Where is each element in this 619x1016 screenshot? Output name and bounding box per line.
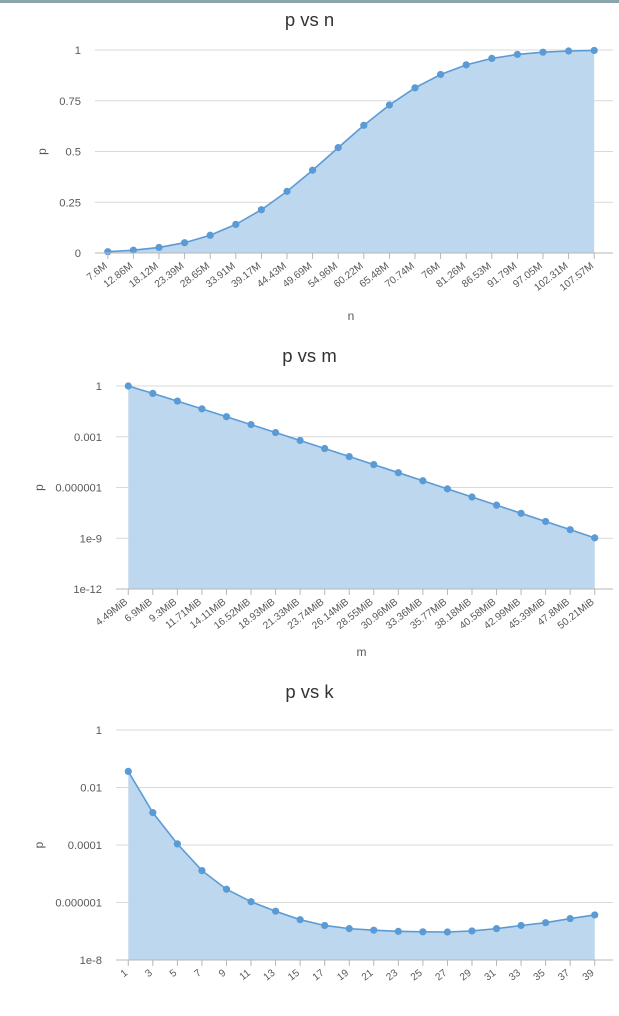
svg-text:p vs m: p vs m — [282, 345, 336, 366]
svg-text:0.0001: 0.0001 — [68, 840, 102, 852]
svg-text:1e-12: 1e-12 — [73, 584, 102, 596]
svg-text:0.75: 0.75 — [59, 96, 81, 108]
svg-text:0: 0 — [75, 248, 81, 260]
svg-text:35: 35 — [532, 967, 548, 983]
svg-text:1: 1 — [75, 45, 81, 57]
svg-text:m: m — [357, 645, 367, 659]
svg-text:p: p — [35, 148, 49, 155]
svg-text:29: 29 — [458, 967, 474, 983]
svg-text:13: 13 — [262, 967, 278, 983]
svg-text:25: 25 — [409, 967, 425, 983]
svg-text:1: 1 — [119, 967, 131, 979]
svg-text:p: p — [32, 841, 46, 848]
svg-text:7: 7 — [193, 967, 205, 979]
svg-text:21: 21 — [360, 967, 376, 983]
svg-text:39: 39 — [581, 967, 597, 983]
svg-text:0.001: 0.001 — [74, 432, 102, 444]
svg-text:70.74M: 70.74M — [383, 261, 417, 291]
svg-text:0.5: 0.5 — [65, 147, 81, 159]
svg-text:31: 31 — [483, 967, 499, 983]
svg-text:33: 33 — [507, 967, 523, 983]
svg-text:27: 27 — [434, 967, 450, 983]
svg-text:11: 11 — [238, 967, 253, 982]
svg-text:p vs k: p vs k — [285, 681, 334, 702]
svg-text:0.01: 0.01 — [80, 783, 102, 795]
svg-text:17: 17 — [311, 967, 327, 983]
svg-text:n: n — [348, 309, 355, 323]
svg-text:1: 1 — [96, 381, 102, 393]
svg-text:9: 9 — [217, 967, 229, 979]
svg-text:23: 23 — [384, 967, 400, 983]
svg-text:4.49MiB: 4.49MiB — [94, 597, 130, 629]
svg-text:0.000001: 0.000001 — [55, 898, 102, 910]
svg-text:0.000001: 0.000001 — [55, 483, 102, 495]
svg-text:p: p — [32, 484, 46, 491]
svg-text:19: 19 — [335, 967, 351, 983]
svg-text:5: 5 — [168, 967, 180, 979]
svg-text:1: 1 — [96, 725, 102, 737]
svg-text:3: 3 — [143, 967, 155, 979]
svg-text:1e-9: 1e-9 — [80, 533, 102, 545]
svg-text:1e-8: 1e-8 — [80, 955, 102, 967]
svg-text:37: 37 — [556, 967, 572, 983]
svg-text:0.25: 0.25 — [59, 197, 81, 209]
svg-text:p vs n: p vs n — [285, 9, 334, 30]
svg-text:15: 15 — [286, 967, 302, 983]
